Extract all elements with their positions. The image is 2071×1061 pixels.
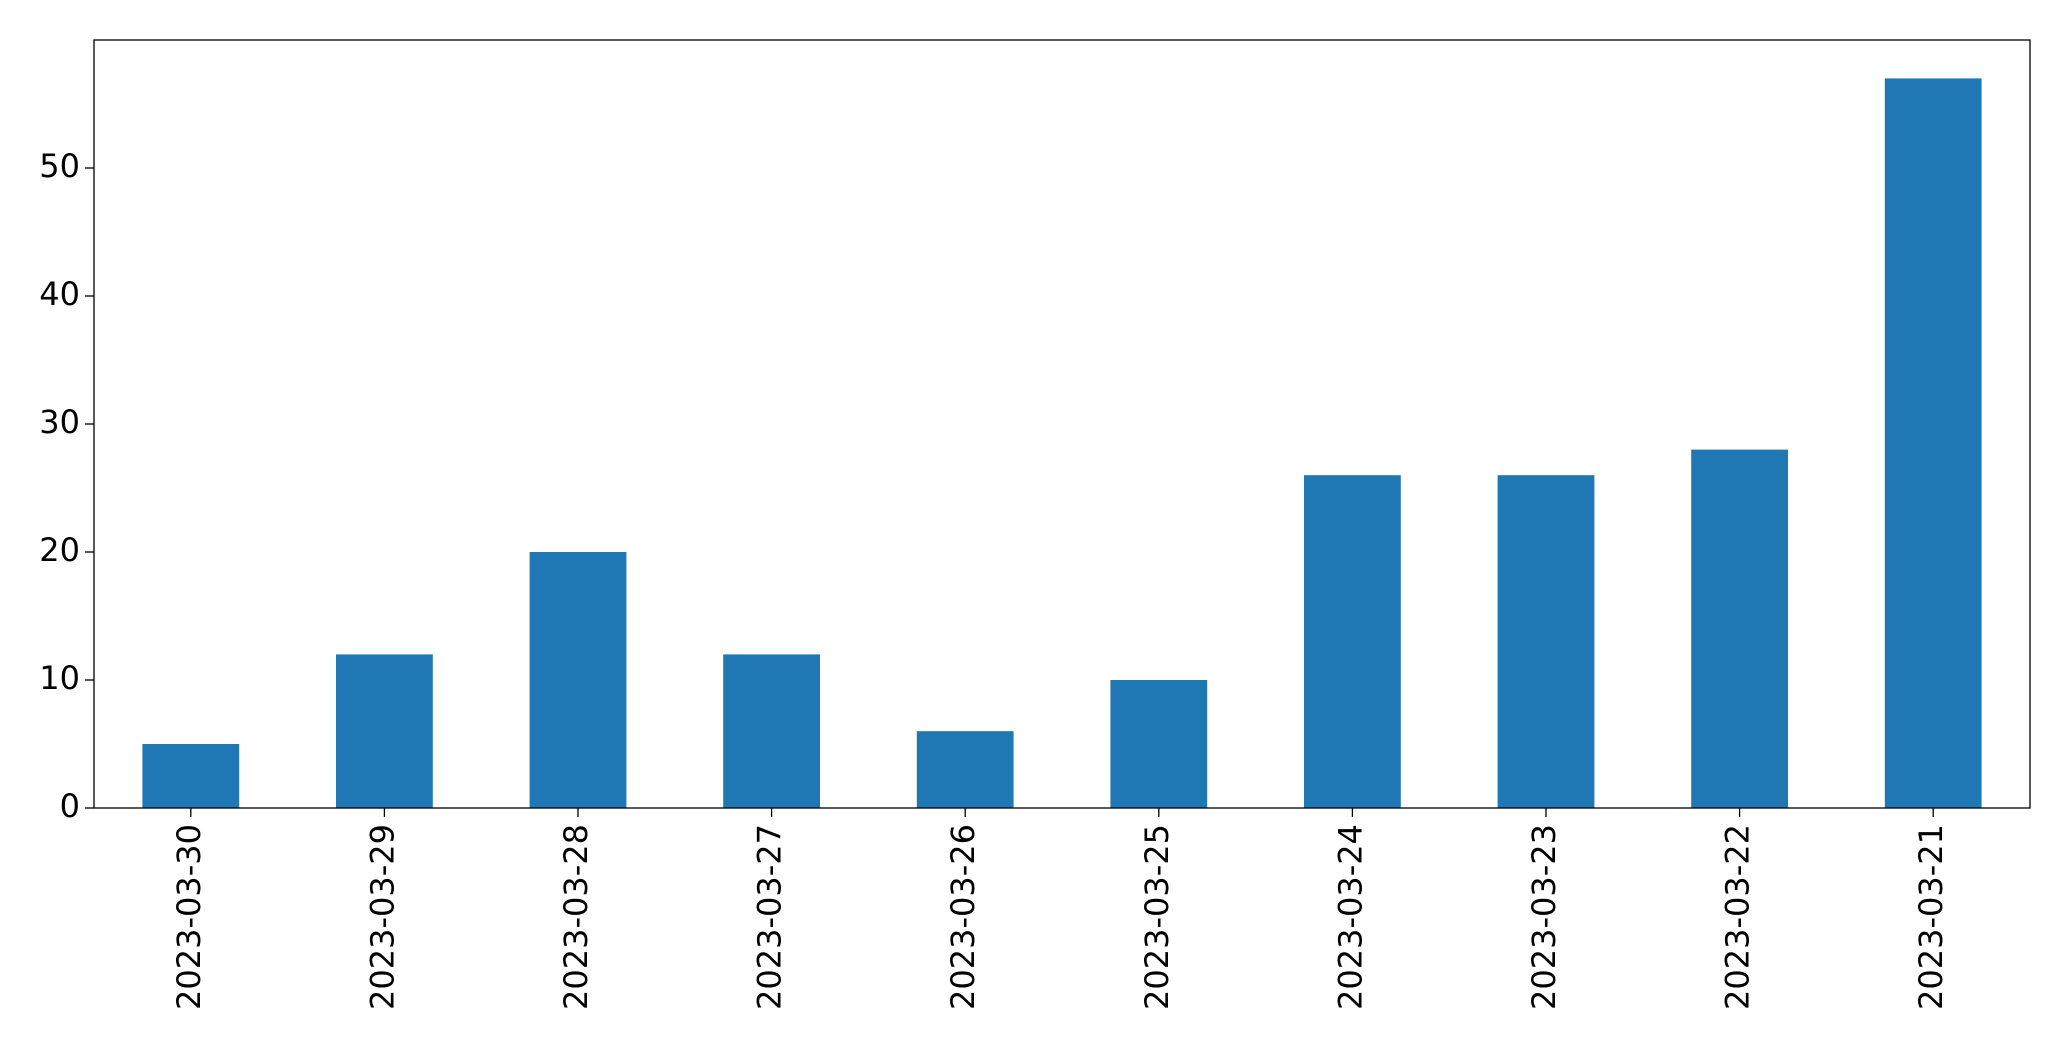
x-tick-label: 2023-03-30	[170, 824, 208, 1010]
y-tick-label: 0	[60, 787, 80, 825]
y-tick-label: 40	[39, 275, 80, 313]
bar	[336, 654, 433, 808]
bar	[1691, 449, 1788, 808]
bar	[723, 654, 820, 808]
bar	[916, 731, 1014, 808]
x-tick-label: 2023-03-26	[944, 824, 982, 1010]
x-tick-label: 2023-03-22	[1719, 824, 1757, 1010]
bar	[529, 552, 627, 808]
bar	[142, 744, 240, 808]
x-tick-label: 2023-03-27	[751, 824, 789, 1010]
bar	[1884, 78, 1982, 808]
x-tick-label: 2023-03-24	[1331, 824, 1369, 1010]
y-tick-label: 30	[39, 403, 80, 441]
x-tick-label: 2023-03-25	[1138, 824, 1176, 1010]
x-tick-label: 2023-03-29	[363, 824, 401, 1010]
bar	[1497, 475, 1595, 808]
plot-frame	[93, 39, 2031, 809]
bar	[1304, 475, 1401, 808]
y-tick-label: 20	[39, 531, 80, 569]
bar	[1110, 680, 1208, 808]
x-tick-label: 2023-03-28	[557, 824, 595, 1010]
x-tick-label: 2023-03-23	[1525, 824, 1563, 1010]
y-tick-label: 10	[39, 659, 80, 697]
y-tick-label: 50	[39, 147, 80, 185]
x-tick-label: 2023-03-21	[1912, 824, 1950, 1010]
